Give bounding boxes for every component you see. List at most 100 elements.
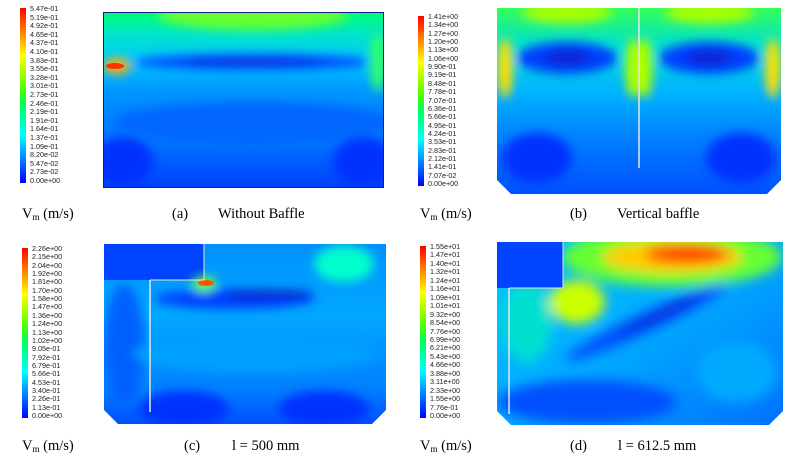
tick-label: 6.79e-01 [32, 360, 61, 370]
tick-label: 1.13e+00 [428, 45, 459, 55]
contour-plot-b [497, 8, 781, 194]
tick-label: 8.54e+00 [430, 318, 461, 328]
colorbar-a [20, 8, 26, 183]
tick-label: 3.53e-01 [428, 137, 457, 147]
tick-label: 1.47e+00 [32, 302, 63, 312]
tick-label: 3.83e-01 [30, 55, 59, 65]
contour-plot-c [104, 244, 386, 424]
colorbar-b [418, 16, 424, 186]
caption-label-a: (a) [172, 206, 189, 222]
colorbar-d [420, 246, 426, 418]
tick-label: 1.64e-01 [30, 124, 59, 134]
tick-label: 2.46e-01 [30, 98, 59, 108]
tick-label: 1.09e+01 [430, 292, 461, 302]
tick-label: 4.65e-01 [30, 29, 59, 39]
caption-vm-d: Vm (m/s) [420, 438, 472, 454]
tick-label: 0.00e+00 [32, 411, 63, 420]
tick-label: 2.19e-01 [30, 107, 59, 117]
tick-label: 1.02e+00 [32, 335, 63, 345]
tick-label: 5.66e-01 [428, 112, 457, 122]
tick-labels-d: 1.55e+01 1.47e+01 1.40e+01 1.32e+01 1.24e+01… [430, 243, 490, 420]
tick-labels-c: 2.26e+00 2.15e+00 2.04e+00 1.92e+00 1.81e+00… [32, 245, 92, 420]
tick-label: 4.53e-01 [32, 377, 61, 387]
tick-label: 4.10e-01 [30, 47, 59, 56]
tick-label: 6.21e+00 [430, 343, 461, 353]
tick-label: 7.07e-01 [428, 95, 457, 105]
caption-title-a: Without Baffle [218, 206, 305, 222]
tick-label: 9.19e-01 [428, 70, 457, 80]
tick-label: 1.70e+00 [32, 285, 63, 295]
tick-label: 8.48e-01 [428, 78, 457, 88]
tick-label: 1.34e+00 [428, 20, 459, 30]
tick-label: 5.66e-01 [32, 369, 61, 379]
tick-label: 3.88e+00 [430, 368, 461, 378]
tick-label: 2.73e-01 [30, 90, 59, 99]
tick-label: 1.20e+00 [428, 37, 459, 47]
tick-label: 8.20e-02 [30, 150, 59, 160]
tick-label: 9.05e-01 [32, 344, 61, 354]
tick-label: 4.24e-01 [428, 128, 457, 138]
caption-vm-c: Vm (m/s) [22, 438, 74, 454]
tick-label: 2.12e-01 [428, 153, 457, 163]
tick-label: 1.24e+00 [32, 319, 63, 329]
tick-label: 4.95e-01 [428, 120, 457, 130]
tick-label: 2.33e+00 [430, 385, 461, 395]
tick-labels-b: 1.41e+00 1.34e+00 1.27e+00 1.20e+00 1.13e+00… [428, 13, 488, 188]
tick-label: 3.28e-01 [30, 72, 59, 82]
tick-label: 1.36e+00 [32, 310, 63, 320]
contour-plot-d [497, 242, 783, 425]
tick-label: 3.40e-01 [32, 385, 61, 395]
tick-label: 2.83e-01 [428, 145, 457, 155]
tick-labels-a: 5.47e-01 5.19e-01 4.92e-01 4.65e-01 4.37e-01… [30, 5, 90, 185]
tick-label: 4.92e-01 [30, 21, 59, 31]
caption-vm-b: Vm (m/s) [420, 206, 472, 222]
tick-label: 3.01e-01 [30, 81, 59, 91]
tick-label: 1.41e-01 [428, 162, 457, 172]
tick-label: 5.19e-01 [30, 12, 59, 22]
tick-label: 1.91e-01 [30, 115, 59, 125]
tick-label: 1.55e+01 [430, 242, 461, 251]
tick-label: 9.90e-01 [428, 62, 457, 72]
tick-label: 1.16e+01 [430, 284, 461, 294]
caption-title-d: l = 612.5 mm [618, 438, 697, 454]
tick-label: 5.47e-02 [30, 158, 59, 168]
caption-label-b: (b) [570, 206, 587, 222]
tick-label: 6.36e-01 [428, 103, 457, 113]
tick-label: 1.47e+01 [430, 250, 461, 260]
tick-label: 0.00e+00 [428, 179, 459, 188]
caption-title-c: l = 500 mm [232, 438, 300, 454]
tick-label: 4.37e-01 [30, 38, 59, 48]
tick-label: 0.00e+00 [30, 176, 61, 185]
tick-label: 7.76e+00 [430, 326, 461, 336]
tick-label: 7.92e-01 [32, 352, 61, 362]
tick-label: 1.01e+01 [430, 301, 461, 311]
tick-label: 1.24e+01 [430, 275, 461, 285]
tick-label: 1.09e-01 [30, 141, 59, 151]
tick-label: 2.73e-02 [30, 167, 59, 177]
tick-label: 5.47e-01 [30, 4, 59, 13]
tick-label: 1.55e+00 [430, 394, 461, 404]
tick-label: 0.00e+00 [430, 411, 461, 420]
caption-title-b: Vertical baffle [617, 206, 700, 222]
colorbar-c [22, 248, 28, 418]
tick-label: 1.58e+00 [32, 294, 63, 304]
caption-label-d: (d) [570, 438, 587, 454]
tick-label: 7.78e-01 [428, 87, 457, 97]
tick-label: 1.41e+00 [428, 12, 459, 21]
tick-label: 1.13e-01 [32, 402, 61, 412]
tick-label: 7.07e-02 [428, 170, 457, 180]
tick-label: 2.15e+00 [32, 252, 63, 262]
caption-vm-a: Vm (m/s) [22, 206, 74, 222]
contour-plot-a [103, 12, 384, 188]
tick-label: 2.26e+00 [32, 244, 63, 253]
tick-label: 6.99e+00 [430, 334, 461, 344]
tick-label: 5.43e+00 [430, 351, 461, 361]
tick-label: 1.13e+00 [32, 327, 63, 337]
caption-label-c: (c) [184, 438, 201, 454]
tick-label: 2.26e-01 [32, 394, 61, 404]
tick-label: 7.76e-01 [430, 402, 459, 412]
tick-label: 9.32e+00 [430, 309, 461, 319]
tick-label: 3.55e-01 [30, 64, 59, 74]
tick-label: 1.37e-01 [30, 133, 59, 142]
tick-label: 4.66e+00 [430, 360, 461, 370]
